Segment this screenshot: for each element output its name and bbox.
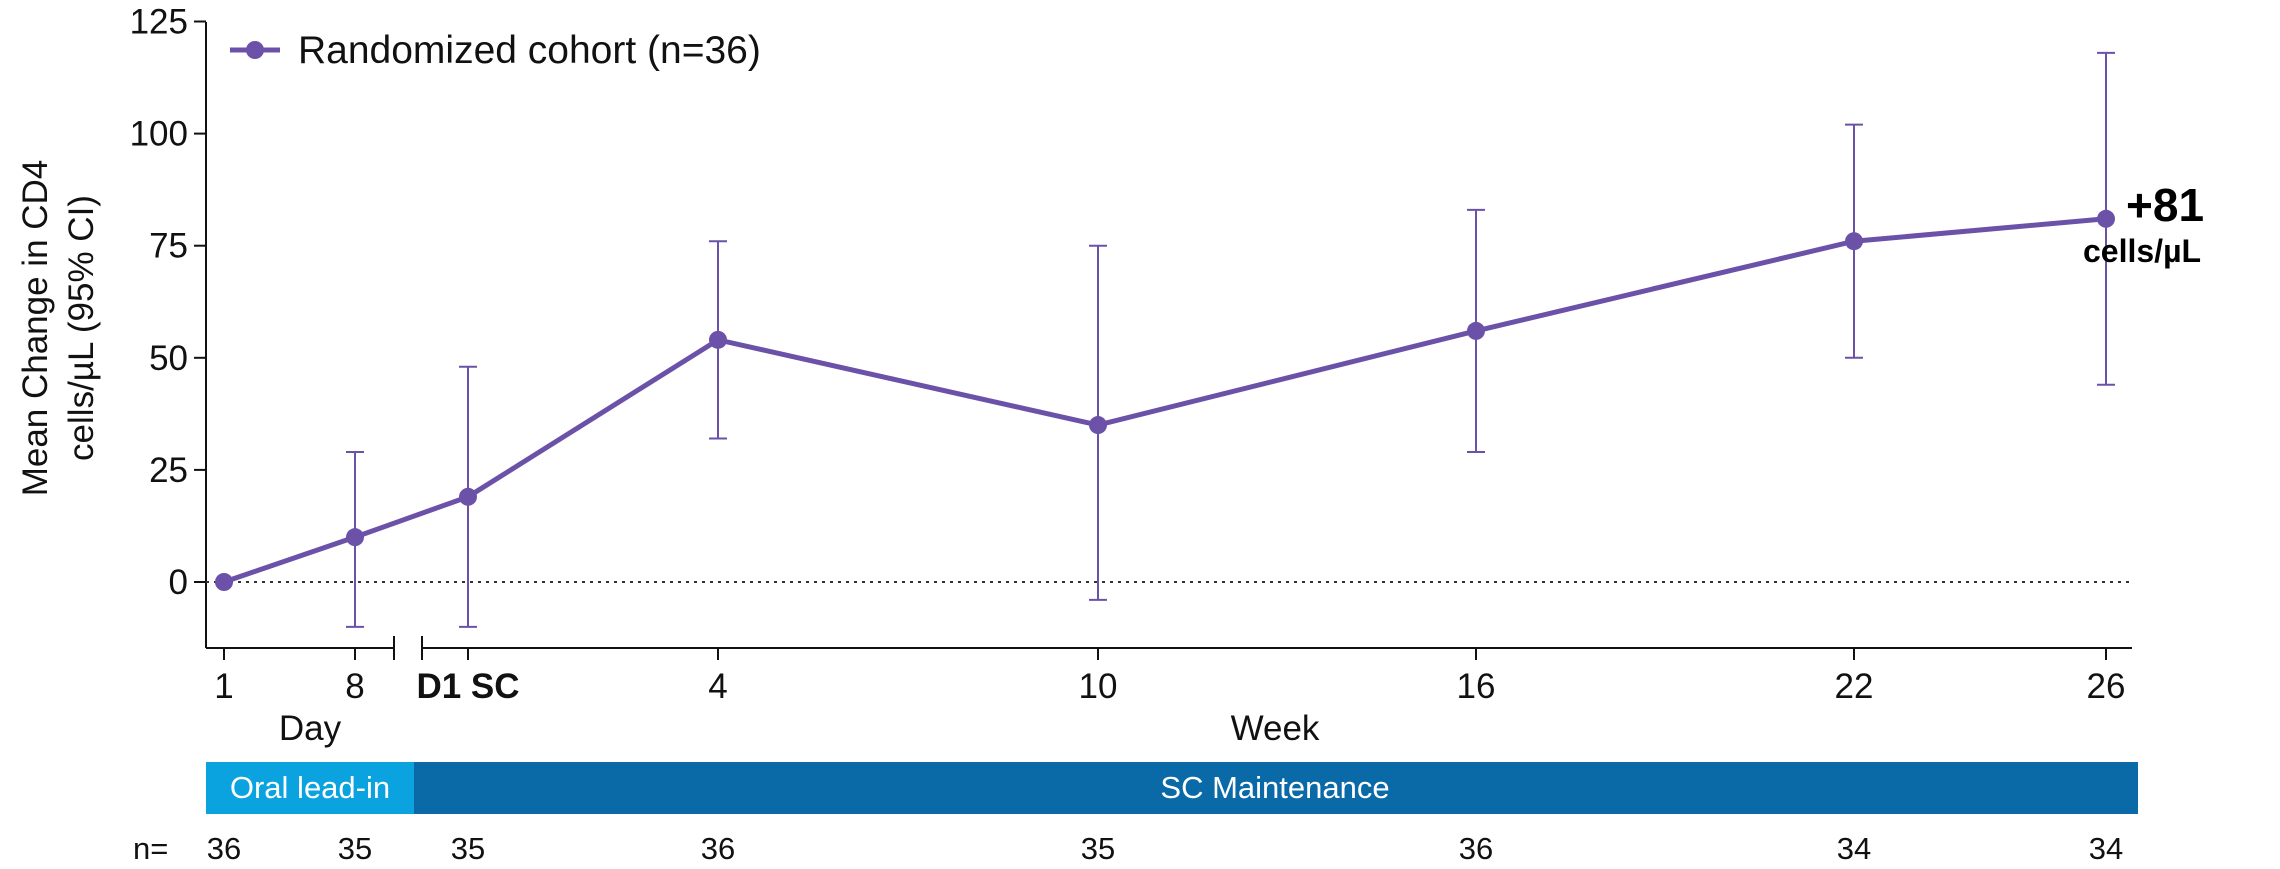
end-annotation-value: +81 [2126,179,2204,231]
x-tick-label: 8 [345,667,364,706]
data-point [1845,232,1863,251]
x-tick-label: D1 SC [416,667,519,706]
y-axis-title-line1: Mean Change in CD4 [16,160,55,497]
n-row-value: 34 [1837,831,1871,866]
series-line [223,216,2107,585]
series-points [215,209,2115,591]
end-annotation: +81 cells/µL [2083,179,2204,269]
n-row-value: 34 [2089,831,2123,866]
y-tick-label: 50 [149,339,188,378]
y-tick-label: 75 [149,227,188,266]
n-row-value: 35 [338,831,372,866]
n-row-value: 36 [207,831,241,866]
x-tick-label: 10 [1079,667,1118,706]
end-annotation-unit: cells/µL [2083,233,2201,269]
phase-sc-maintenance-label: SC Maintenance [1160,770,1389,805]
x-tick-label: 4 [708,667,727,706]
data-point [1467,321,1485,340]
data-point [346,528,364,547]
y-axis-title: Mean Change in CD4 cells/µL (95% CI) [16,160,101,497]
n-row-value: 35 [1081,831,1115,866]
x-tick-label: 22 [1835,667,1874,706]
phase-oral-lead-in [206,762,414,814]
x-group-label-week: Week [1231,709,1320,748]
n-row-value: 36 [701,831,735,866]
data-point [709,330,727,349]
x-tick-label: 16 [1457,667,1496,706]
x-group-label-day: Day [279,709,342,748]
data-point [215,573,233,591]
n-row-value: 35 [451,831,485,866]
legend-label: Randomized cohort (n=36) [298,29,761,72]
data-point [2097,209,2115,228]
phase-sc-maintenance [414,762,2138,814]
x-axis-ticks: 1 8 D1 SC 4 10 16 22 26 [214,648,2125,706]
y-tick-label: 0 [169,563,188,602]
n-row: 36 35 35 36 35 36 34 34 [207,831,2123,866]
legend-swatch-marker [246,41,264,59]
y-axis-title-line2: cells/µL (95% CI) [62,195,101,461]
y-axis-ticks: 0 25 50 75 100 125 [130,3,206,602]
x-tick-label: 1 [214,667,233,706]
y-tick-label: 125 [130,3,188,42]
y-tick-label: 25 [149,451,188,490]
n-row-value: 36 [1459,831,1493,866]
legend: Randomized cohort (n=36) [230,29,761,72]
error-bars [346,51,2115,628]
phase-bar: Oral lead-in SC Maintenance [206,762,2138,814]
x-tick-label: 26 [2087,667,2126,706]
data-point [459,487,477,506]
y-tick-label: 100 [130,115,188,154]
data-point [1089,416,1107,435]
phase-oral-lead-in-label: Oral lead-in [230,770,390,805]
n-row-label: n= [133,831,168,866]
